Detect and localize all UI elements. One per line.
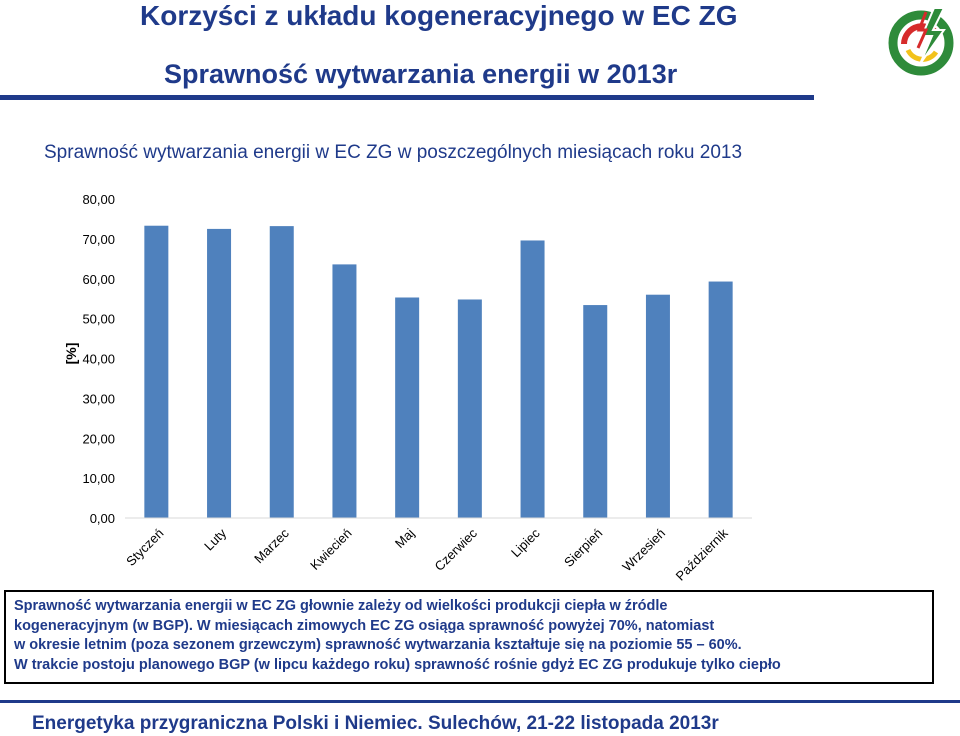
x-tick-label: Marzec — [251, 525, 292, 566]
bar — [645, 294, 670, 518]
info-box: Sprawność wytwarzania energii w EC ZG gł… — [4, 590, 934, 684]
y-tick-label: 30,00 — [82, 391, 115, 406]
bar — [144, 225, 169, 518]
y-axis-label: [%] — [63, 343, 79, 365]
y-tick-label: 50,00 — [82, 312, 115, 327]
y-tick-label: 60,00 — [82, 272, 115, 287]
chart-title: Sprawność wytwarzania energii w EC ZG w … — [44, 142, 743, 163]
footer-divider — [0, 700, 960, 703]
info-line: w okresie letnim (poza sezonem grzewczym… — [14, 637, 742, 653]
y-tick-label: 0,00 — [90, 511, 115, 526]
x-tick-label: Styczeń — [123, 526, 166, 569]
y-tick-label: 80,00 — [82, 192, 115, 207]
info-line: Sprawność wytwarzania energii w EC ZG gł… — [14, 598, 668, 614]
bar-chart: [%] 0,00 10,00 20,00 30,00 40,00 50,00 60,00 70… — [63, 192, 752, 584]
bar — [207, 228, 232, 518]
x-tick-label: Kwiecień — [307, 526, 354, 573]
page-subtitle: Sprawność wytwarzania energii w 2013r — [164, 59, 678, 89]
info-line: W trakcie postoju planowego BGP (w lipcu… — [14, 656, 781, 673]
bar — [520, 240, 545, 518]
page-title: Korzyści z układu kogeneracyjnego w EC Z… — [140, 0, 738, 31]
x-tick-label: Lipiec — [508, 525, 543, 560]
footer-text: Energetyka przygraniczna Polski i Niemie… — [32, 713, 719, 734]
x-tick-label: Luty — [201, 525, 229, 553]
bar — [583, 305, 608, 518]
bar — [457, 299, 482, 518]
x-tick-label: Maj — [392, 525, 417, 550]
bar — [332, 264, 357, 518]
x-tick-label: Październik — [673, 525, 731, 583]
title-divider — [0, 95, 814, 100]
y-tick-label: 10,00 — [82, 471, 115, 486]
x-tick-label: Sierpień — [561, 526, 605, 570]
info-line: kogeneracyjnym (w BGP). W miesiącach zim… — [14, 617, 715, 634]
bar — [269, 226, 294, 519]
x-tick-label: Czerwiec — [432, 525, 481, 574]
bar — [395, 297, 420, 518]
y-tick-label: 20,00 — [82, 431, 115, 446]
y-tick-label: 40,00 — [82, 352, 115, 367]
x-tick-label: Wrzesień — [619, 526, 668, 575]
company-logo-icon — [888, 7, 954, 76]
bar — [708, 281, 733, 518]
y-tick-label: 70,00 — [82, 232, 115, 247]
